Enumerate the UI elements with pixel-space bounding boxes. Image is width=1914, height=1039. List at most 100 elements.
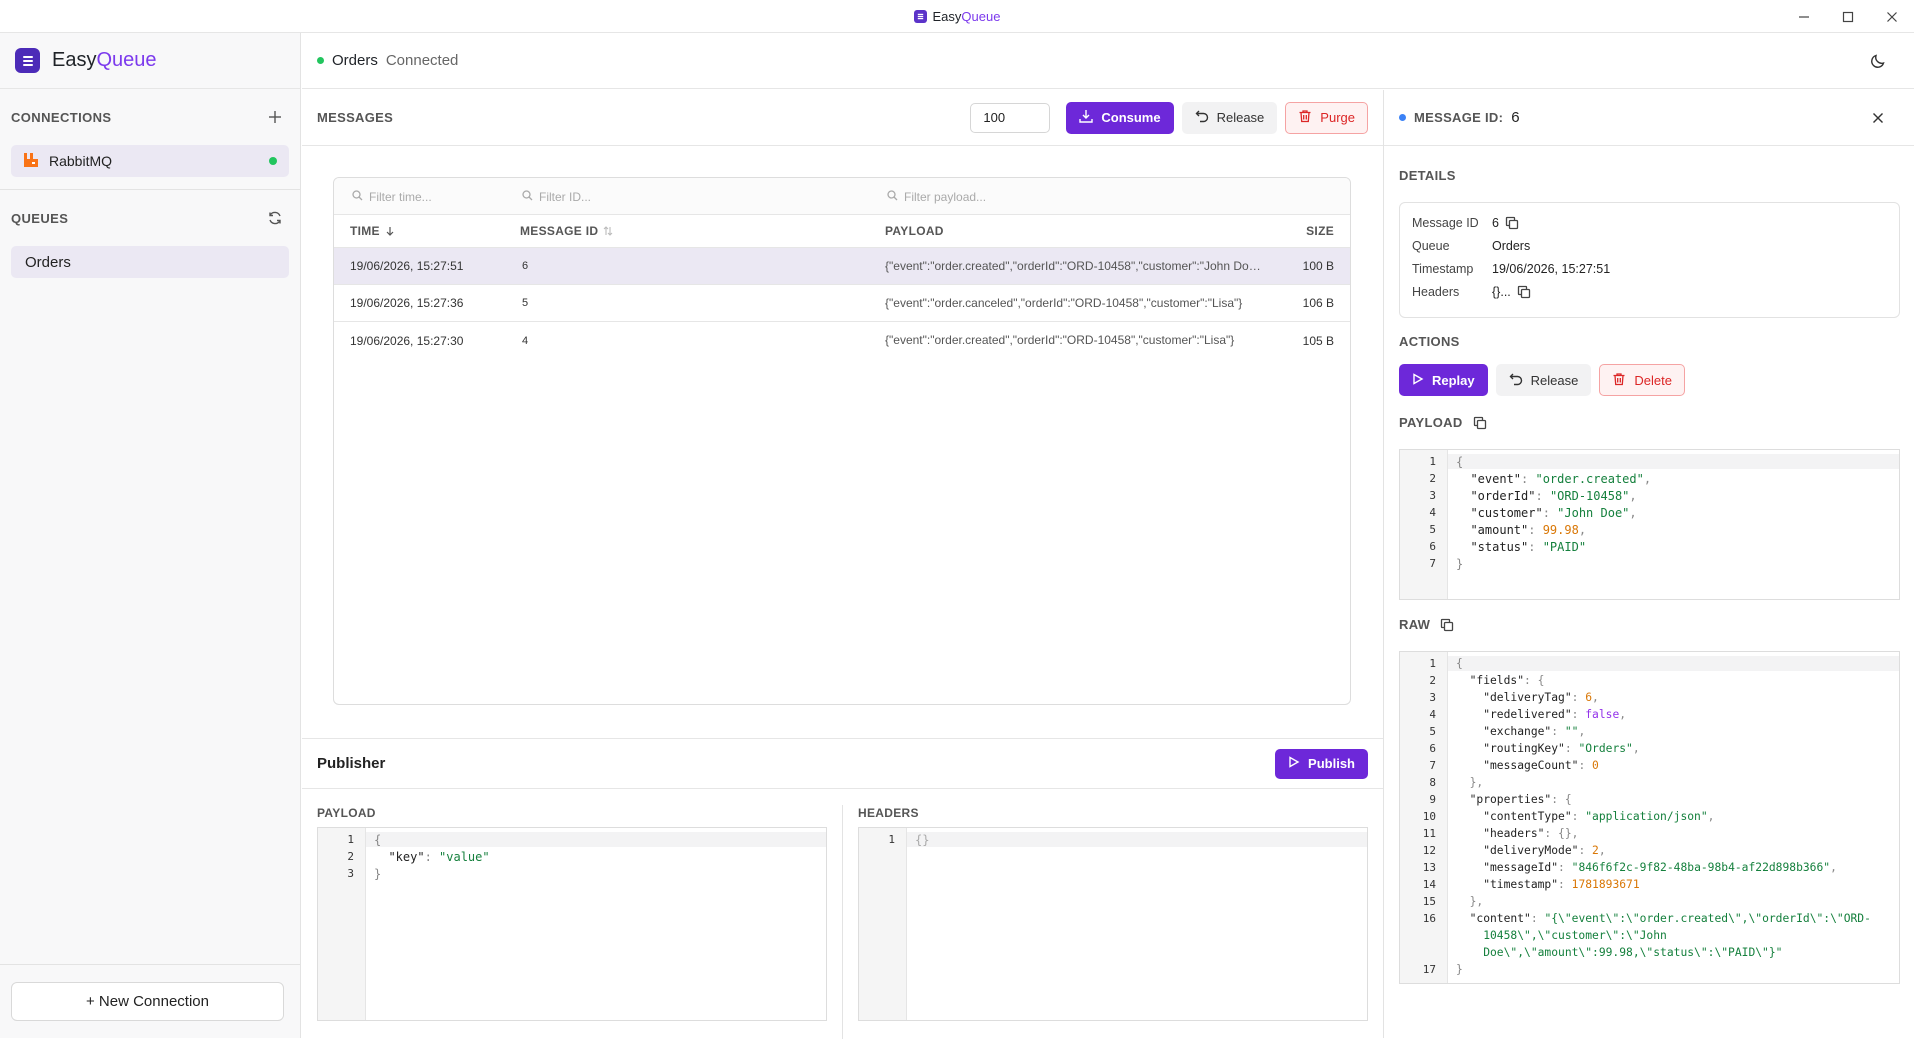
code-line: "routingKey": "Orders", <box>1456 742 1640 755</box>
refresh-icon[interactable] <box>261 204 289 232</box>
close-window-icon[interactable] <box>1870 0 1914 33</box>
json-value: "value" <box>439 850 490 864</box>
details-box: Message ID 6 Queue Orders Timestamp 19/0… <box>1399 202 1900 318</box>
headers-editor[interactable]: 1 {} <box>858 827 1368 1021</box>
code-line: "messageId": "846f6f2c-9f82-48ba-98b4-af… <box>1456 861 1837 874</box>
publisher-payload-label: PAYLOAD <box>317 806 376 820</box>
row-size: 105 B <box>1302 333 1334 348</box>
window-titlebar: EasyQueue <box>0 0 1914 33</box>
row-payload: {"event":"order.canceled","orderId":"ORD… <box>885 296 1243 310</box>
publisher-panel: Publisher Publish PAYLOAD 1 2 3 { "key":… <box>302 738 1383 1039</box>
release-message-button[interactable]: Release <box>1495 364 1592 396</box>
connections-header: CONNECTIONS <box>11 89 289 145</box>
release-label: Release <box>1216 110 1265 125</box>
code-line: { <box>374 833 382 847</box>
column-size[interactable]: SIZE <box>1306 224 1334 238</box>
code-line: "contentType": "application/json", <box>1456 810 1715 823</box>
moon-icon[interactable] <box>1864 47 1892 75</box>
row-time: 19/06/2026, 15:27:51 <box>350 259 464 273</box>
row-id: 6 <box>522 260 529 272</box>
close-icon[interactable] <box>1864 104 1892 132</box>
line-number: 2 <box>347 850 354 863</box>
window-title-suffix: Queue <box>961 9 1001 24</box>
add-connection-icon[interactable] <box>261 103 289 131</box>
replay-button[interactable]: Replay <box>1399 364 1488 396</box>
release-button[interactable]: Release <box>1181 101 1278 134</box>
payload-viewer[interactable]: 1 {2 "event": "order.created", 3 "orderId"… <box>1399 449 1900 600</box>
filter-payload-placeholder: Filter payload... <box>904 189 987 204</box>
connection-status-dot <box>269 157 277 165</box>
raw-label-text: RAW <box>1399 617 1431 632</box>
messages-panel: MESSAGES Consume Release Purge Filter ti… <box>302 90 1383 1039</box>
line-number: 3 <box>1429 691 1436 704</box>
copy-icon[interactable] <box>1505 216 1519 230</box>
message-detail-panel: MESSAGE ID: 6 DETAILS Message ID 6 Queue… <box>1383 90 1914 1038</box>
payload-label: PAYLOAD <box>1399 415 1487 430</box>
filter-id-input[interactable]: Filter ID... <box>522 178 862 215</box>
table-row[interactable]: 19/06/2026, 15:27:30 4 {"event":"order.c… <box>334 322 1350 359</box>
details-label: DETAILS <box>1399 168 1456 183</box>
line-number: 1 <box>888 833 895 846</box>
code-line: 10458\",\"customer\":\"John <box>1456 929 1667 942</box>
connection-status-text: Connected <box>385 52 459 69</box>
code-line: { <box>1456 657 1463 670</box>
copy-icon[interactable] <box>1473 416 1487 430</box>
code-line: "messageCount": 0 <box>1456 759 1599 772</box>
connection-item-rabbitmq[interactable]: RabbitMQ <box>11 145 289 177</box>
publish-button[interactable]: Publish <box>1275 748 1368 779</box>
publisher-headers-label: HEADERS <box>858 806 919 820</box>
line-number: 5 <box>1429 725 1436 738</box>
code-line: "customer": "John Doe", <box>1456 506 1637 520</box>
line-number: 1 <box>1429 455 1436 468</box>
purge-button[interactable]: Purge <box>1285 101 1368 134</box>
window-title: EasyQueue <box>0 0 1914 33</box>
line-number: 6 <box>1429 540 1436 553</box>
line-number: 2 <box>1429 674 1436 687</box>
line-number: 13 <box>1422 861 1436 874</box>
json-key: "key" <box>388 850 425 864</box>
minimize-icon[interactable] <box>1782 0 1826 33</box>
line-number: 4 <box>1429 506 1436 519</box>
line-number: 3 <box>1429 489 1436 502</box>
column-payload[interactable]: PAYLOAD <box>885 224 944 238</box>
line-number: 1 <box>1429 657 1436 670</box>
actions-label: ACTIONS <box>1399 334 1460 349</box>
code-line: "properties": { <box>1456 793 1572 806</box>
messages-table: Filter time... Filter ID... Filter paylo… <box>333 177 1351 705</box>
raw-viewer[interactable]: 1 {2 "fields": {3 "deliveryTag": 6, 4 "red… <box>1399 651 1900 984</box>
row-size: 100 B <box>1302 259 1334 273</box>
payload-editor[interactable]: 1 2 3 { "key": "value" } <box>317 827 827 1021</box>
line-number: 14 <box>1422 878 1436 891</box>
detail-headers: Headers {}... <box>1412 282 1531 302</box>
trash-icon <box>1612 372 1626 389</box>
consume-button[interactable]: Consume <box>1066 101 1174 134</box>
app-logo-icon <box>913 10 927 23</box>
code-line: "headers": {}, <box>1456 827 1579 840</box>
column-time-label: TIME <box>350 224 380 238</box>
delete-button[interactable]: Delete <box>1599 364 1685 396</box>
row-size: 106 B <box>1302 296 1334 310</box>
code-line: "deliveryMode": 2, <box>1456 844 1606 857</box>
detail-value: Orders <box>1492 239 1531 253</box>
column-message-id[interactable]: MESSAGE ID <box>520 215 613 247</box>
table-row[interactable]: 19/06/2026, 15:27:36 5 {"event":"order.c… <box>334 285 1350 322</box>
new-connection-button[interactable]: + New Connection <box>11 982 284 1021</box>
detail-key: Headers <box>1412 285 1460 299</box>
queues-label: QUEUES <box>11 210 69 226</box>
code-line: "deliveryTag": 6, <box>1456 691 1599 704</box>
message-count-input[interactable] <box>970 102 1051 133</box>
copy-icon[interactable] <box>1440 618 1454 632</box>
release-message-label: Release <box>1530 372 1579 388</box>
row-id: 5 <box>522 297 529 309</box>
table-row[interactable]: 19/06/2026, 15:27:51 6 {"event":"order.c… <box>334 248 1350 285</box>
play-icon <box>1412 372 1424 388</box>
copy-icon[interactable] <box>1517 285 1531 299</box>
row-time: 19/06/2026, 15:27:36 <box>350 296 464 310</box>
rabbitmq-icon <box>23 152 39 171</box>
filter-payload-input[interactable]: Filter payload... <box>887 178 1327 215</box>
column-time[interactable]: TIME <box>350 215 395 247</box>
filter-time-input[interactable]: Filter time... <box>352 178 502 215</box>
line-number: 3 <box>347 867 354 880</box>
maximize-icon[interactable] <box>1826 0 1870 33</box>
queue-item-orders[interactable]: Orders <box>11 246 289 278</box>
